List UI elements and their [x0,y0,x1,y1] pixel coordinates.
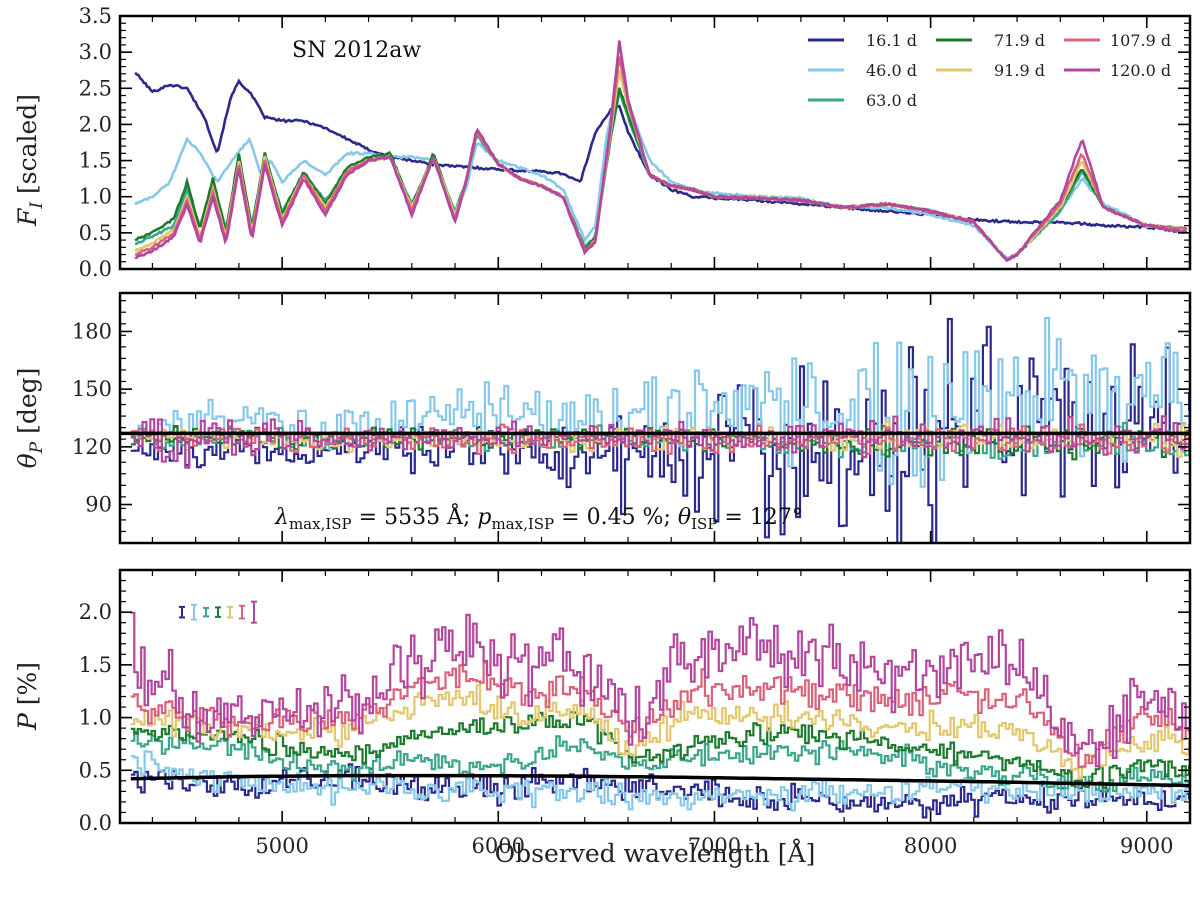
isp-p: p [477,505,491,530]
flux-y-label-main: F [13,207,42,227]
isp-polarization-curve [130,773,1190,788]
y-tick-label: 2.0 [79,112,112,136]
flux-line-46-0-d [134,70,1187,260]
y-tick-label: 2.0 [79,600,112,624]
y-tick-label: 180 [72,319,112,343]
legend-label: 107.9 d [1110,31,1171,50]
legend: 16.1 d 46.0 d 63.0 d 71.9 d 91.9 d 107.9 d 120… [808,31,1171,110]
legend-label: 120.0 d [1110,61,1171,80]
y-tick-label: 1.0 [79,185,112,209]
legend-label: 16.1 d [866,31,917,50]
flux-line-91-9-d [134,70,1187,262]
flux-line-120-0-d [134,40,1188,263]
chart-title: SN 2012aw [292,38,421,63]
step-line-2-16-1-d [130,763,1190,819]
step-line-2-91-9-d [130,684,1190,780]
legend-label: 91.9 d [994,61,1045,80]
error-bars [179,600,257,624]
isp-theta-sub: ISP [691,515,717,533]
isp-annotation: λmax,ISP = 5535 Å; pmax,ISP = 0.45 %; θI… [274,502,803,533]
step-line-1-107-9-d [130,423,1190,455]
isp-p-val: = 0.45 %; [554,505,678,530]
step-line-2-71-9-d [130,711,1190,789]
y-tick-label: 0.0 [79,257,112,281]
flux-line-16-1-d [134,71,1187,235]
isp-theta-val: = 127° [717,505,802,530]
angle-y-label-rest: [deg] [13,368,42,442]
flux-y-label-sub: I [27,202,47,210]
y-tick-label: 1.5 [79,149,112,173]
polarization-series-group [130,611,1190,819]
angle-y-label-sub: P [27,441,47,454]
x-tick-label: 5000 [255,834,308,858]
polarization-panel: 0.0 0.5 1.0 1.5 2.0 5000 6000 7000 8000 9000 P [%… [13,568,1192,868]
flux-line-71-9-d [134,87,1188,262]
x-tick-label: 6000 [472,834,525,858]
isp-p-sub: max,ISP [491,515,554,533]
y-tick-label: 1.5 [79,653,112,677]
flux-panel: 0.0 0.5 1.0 1.5 2.0 2.5 3.0 3.5 SN 2012aw 16.1 … [13,4,1192,281]
flux-panel-frame [118,14,1192,271]
polarization-y-axis-label: P [%] [13,662,42,731]
isp-lambda: λ [274,505,289,530]
angle-y-label-main: θ [13,453,42,468]
angle-y-axis-label: θP [deg] [13,368,47,469]
flux-y-label-rest: [scaled] [13,94,42,202]
flux-line-63-0-d [134,89,1188,262]
flux-line-107-9-d [134,56,1188,263]
x-tick-label: 8000 [904,834,957,858]
pol-y-label-main: P [13,712,42,731]
flux-y-axis-label: FI [scaled] [13,94,47,227]
isp-theta: θ [678,505,691,530]
isp-lambda-sub: max,ISP [289,515,352,533]
y-tick-label: 3.0 [79,40,112,64]
y-tick-label: 150 [72,377,112,401]
pol-y-label-rest: [%] [13,662,42,713]
polarization-panel-frame [118,568,1192,825]
polarization-ticks: 0.0 0.5 1.0 1.5 2.0 5000 6000 7000 8000 9000 [79,569,1191,858]
legend-label: 71.9 d [994,31,1045,50]
angle-panel: 90 120 150 180 λmax,ISP = 5535 Å; pmax,ISP … [13,291,1192,545]
flux-series-group [134,40,1188,263]
y-tick-label: 120 [72,435,112,459]
y-tick-label: 2.5 [79,76,112,100]
x-tick-label: 7000 [688,834,741,858]
legend-label: 63.0 d [866,91,917,110]
y-tick-label: 0.5 [79,758,112,782]
flux-ticks: 0.0 0.5 1.0 1.5 2.0 2.5 3.0 3.5 [79,4,1191,281]
y-tick-label: 3.5 [79,4,112,28]
x-axis-label: Observed wavelength [Å] [495,838,816,868]
isp-lambda-val: = 5535 Å; [352,502,478,530]
step-line-2-63-0-d [130,731,1190,793]
step-line-2-120-0-d [130,611,1190,768]
x-tick-label: 9000 [1120,834,1173,858]
angle-panel-frame [118,291,1192,545]
y-tick-label: 0.0 [79,811,112,835]
legend-label: 46.0 d [866,61,917,80]
y-tick-label: 1.0 [79,706,112,730]
y-tick-label: 90 [85,493,112,517]
step-line-2-46-0-d [130,750,1190,812]
y-tick-label: 0.5 [79,221,112,245]
angle-series-group [130,316,1190,543]
step-line-2-107-9-d [130,661,1190,769]
